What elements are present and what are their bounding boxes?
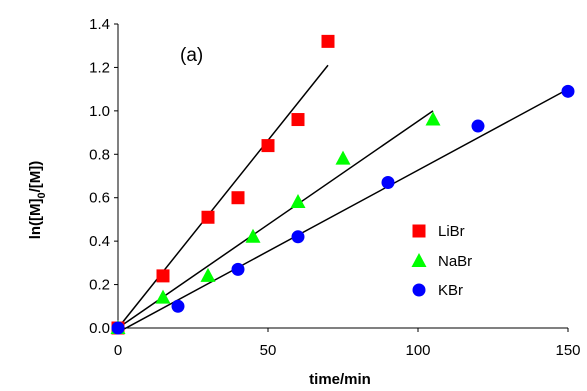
x-tick-label: 100 xyxy=(405,342,430,359)
data-point-libr xyxy=(156,269,170,283)
data-point-nabr xyxy=(335,150,351,165)
axes xyxy=(117,24,568,329)
y-tick-label: 1.0 xyxy=(89,103,110,120)
data-point-nabr xyxy=(245,228,261,243)
x-axis-title: time/min xyxy=(309,371,371,388)
data-point-libr xyxy=(231,191,245,205)
y-tick-label: 0.2 xyxy=(89,277,110,294)
legend-label-libr: LiBr xyxy=(438,223,465,240)
data-point-nabr xyxy=(200,267,216,282)
data-point-libr xyxy=(261,139,275,153)
y-tick-label: 0.8 xyxy=(89,146,110,163)
y-tick-label: 1.2 xyxy=(89,59,110,76)
data-point-kbr xyxy=(231,262,245,276)
legend-label-kbr: KBr xyxy=(438,282,463,299)
data-point-nabr xyxy=(290,194,306,209)
y-tick-label: 0.0 xyxy=(89,320,110,337)
data-point-libr xyxy=(201,210,215,224)
y-tick-label: 0.6 xyxy=(89,190,110,207)
y-axis-title-prefix: ln([M] xyxy=(27,198,44,239)
y-axis-title: ln([M]0/[M]) xyxy=(27,161,48,240)
legend-marker-nabr xyxy=(411,253,427,267)
y-tick-label: 0.4 xyxy=(89,233,110,250)
fit-line-nabr xyxy=(117,110,434,329)
y-tick-label: 1.4 xyxy=(89,16,110,33)
ticks: 0.0 0.2 0.4 0.6 0.8 1.0 1.2 1.4 0 50 100 150 xyxy=(89,16,580,359)
data-point-libr xyxy=(321,34,335,48)
panel-label: (a) xyxy=(180,45,203,66)
data-point-kbr xyxy=(111,321,125,335)
fit-lines xyxy=(117,64,569,334)
data-point-nabr xyxy=(155,289,171,304)
data-point-kbr xyxy=(381,176,395,190)
fit-line-kbr xyxy=(117,88,569,334)
legend: LiBr NaBr KBr xyxy=(411,223,472,299)
x-tick-label: 50 xyxy=(260,342,277,359)
legend-label-nabr: NaBr xyxy=(438,253,472,270)
data-point-nabr xyxy=(425,111,441,126)
data-markers xyxy=(110,34,575,335)
data-point-kbr xyxy=(471,119,485,133)
y-axis-title-suffix: /[M]) xyxy=(27,161,44,193)
data-point-kbr xyxy=(291,230,305,244)
y-axis-title-subscript: 0 xyxy=(36,192,48,198)
legend-marker-libr xyxy=(412,224,426,238)
fit-line-libr xyxy=(117,64,329,329)
legend-marker-kbr xyxy=(412,283,426,297)
data-point-libr xyxy=(291,113,305,127)
data-point-kbr xyxy=(171,299,185,313)
x-tick-label: 150 xyxy=(555,342,580,359)
data-point-kbr xyxy=(561,84,575,98)
x-tick-label: 0 xyxy=(114,342,122,359)
